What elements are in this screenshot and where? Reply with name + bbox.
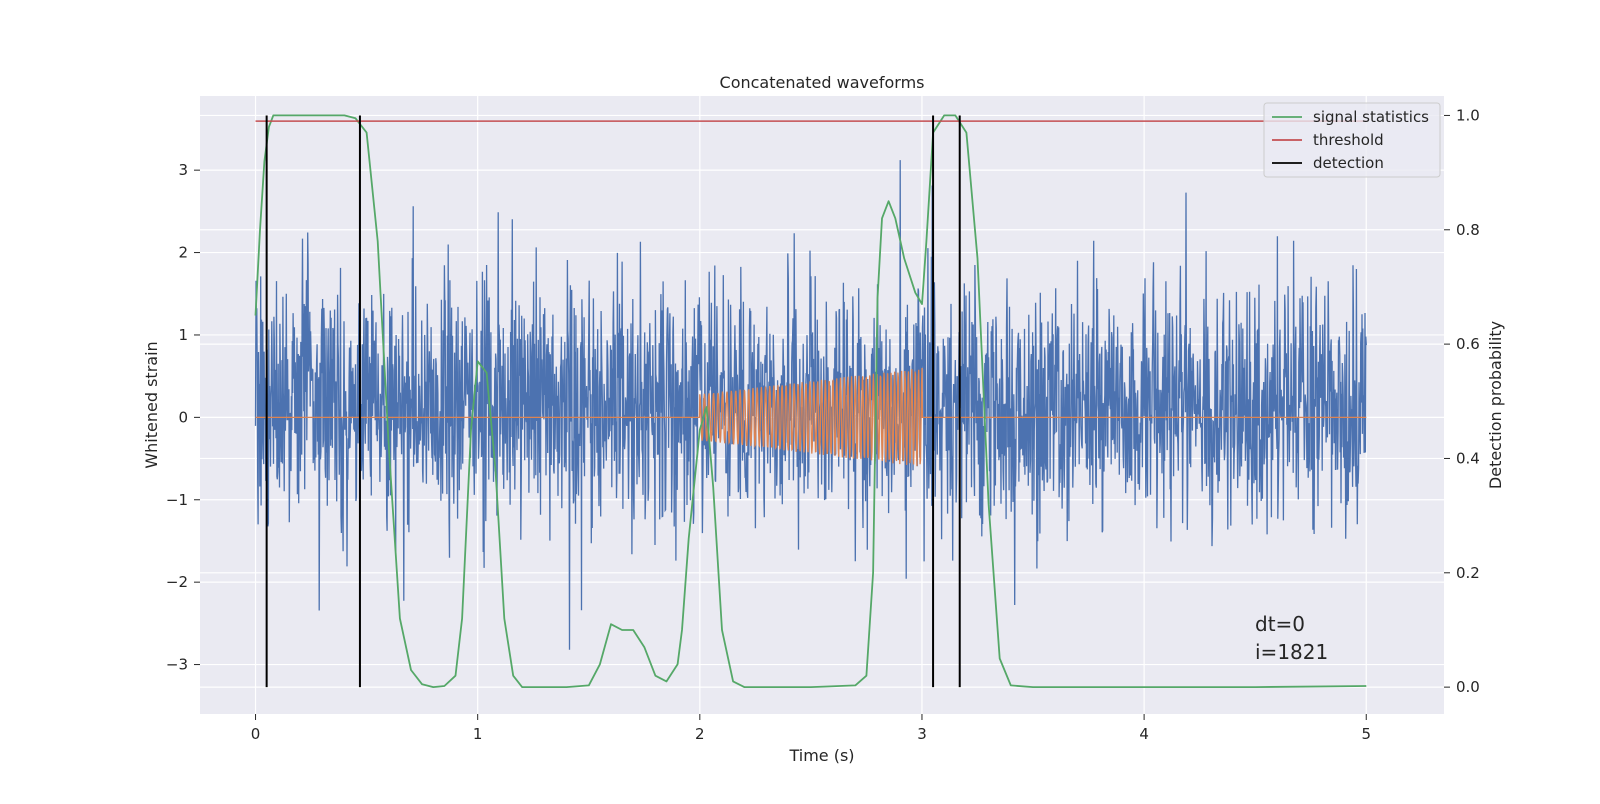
y-tick-label: 1 bbox=[178, 326, 188, 344]
annotation-dt: dt=0 bbox=[1255, 612, 1305, 636]
legend-label-signal-statistics: signal statistics bbox=[1313, 108, 1429, 126]
series-signal-statistics bbox=[254, 114, 1367, 688]
legend-label-detection: detection bbox=[1313, 154, 1384, 172]
y2-tick-label: 0.8 bbox=[1456, 221, 1480, 239]
y2-tick-label: 0.6 bbox=[1456, 335, 1480, 353]
y-axis-label: Whitened strain bbox=[142, 341, 161, 468]
x-tick-label: 2 bbox=[695, 725, 705, 743]
axis-ticks: 0 1 2 3 4 5 −3 −2 −1 0 1 2 3 0.0 0.2 0.4 0.6 0.8 1.0 bbox=[166, 106, 1480, 743]
annotation-index: i=1821 bbox=[1255, 640, 1328, 664]
data-layer bbox=[254, 114, 1367, 688]
legend: signal statistics threshold detection bbox=[1263, 102, 1441, 178]
series-whitened-strain bbox=[254, 160, 1367, 650]
y2-tick-label: 0.4 bbox=[1456, 449, 1480, 467]
y-tick-label: −2 bbox=[166, 573, 188, 591]
y2-tick-label: 1.0 bbox=[1456, 106, 1480, 124]
y2-axis-label: Detection probability bbox=[1486, 321, 1505, 489]
x-tick-label: 0 bbox=[251, 725, 261, 743]
x-tick-label: 1 bbox=[473, 725, 483, 743]
legend-box bbox=[1263, 102, 1441, 178]
y-tick-label: 3 bbox=[178, 161, 188, 179]
y-tick-label: −3 bbox=[166, 656, 188, 674]
y2-tick-label: 0.2 bbox=[1456, 564, 1480, 582]
x-tick-label: 3 bbox=[917, 725, 927, 743]
chart-title: Concatenated waveforms bbox=[720, 73, 925, 92]
y2-tick-label: 0.0 bbox=[1456, 678, 1480, 696]
x-tick-label: 5 bbox=[1361, 725, 1371, 743]
y-tick-label: −1 bbox=[166, 491, 188, 509]
series-injected-chirp bbox=[255, 367, 1367, 467]
legend-label-threshold: threshold bbox=[1313, 131, 1384, 149]
x-tick-label: 4 bbox=[1139, 725, 1149, 743]
y-tick-label: 2 bbox=[178, 244, 188, 262]
y-tick-label: 0 bbox=[178, 408, 188, 426]
x-axis-label: Time (s) bbox=[788, 746, 854, 765]
